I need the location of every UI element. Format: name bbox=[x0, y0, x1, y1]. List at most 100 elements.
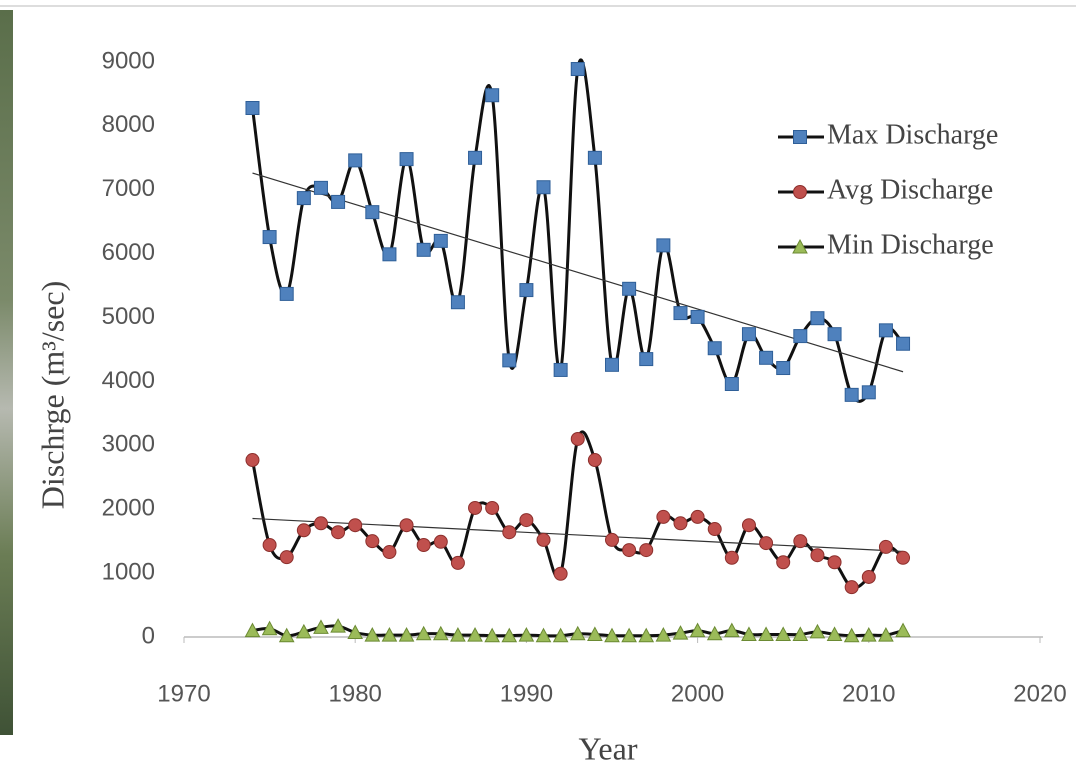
marker bbox=[519, 283, 534, 298]
marker bbox=[331, 194, 346, 209]
x-tick-label: 2010 bbox=[842, 680, 895, 707]
marker bbox=[433, 534, 448, 549]
marker bbox=[313, 516, 328, 531]
marker bbox=[673, 306, 688, 321]
y-axis-label: Dischrge (m³/sec) bbox=[34, 281, 70, 509]
marker bbox=[261, 620, 278, 636]
legend-label: Avg Discharge bbox=[827, 174, 993, 205]
marker bbox=[587, 626, 603, 641]
marker bbox=[552, 627, 569, 643]
marker bbox=[638, 627, 655, 643]
marker bbox=[622, 543, 637, 558]
marker bbox=[313, 180, 328, 195]
marker bbox=[759, 536, 774, 551]
marker bbox=[279, 550, 294, 565]
y-tick-label: 9000 bbox=[102, 47, 155, 74]
legend-label: Min Discharge bbox=[827, 229, 994, 260]
marker bbox=[331, 525, 346, 540]
marker bbox=[741, 327, 756, 342]
marker bbox=[502, 525, 517, 540]
y-tick-label: 1000 bbox=[102, 558, 155, 585]
marker bbox=[826, 626, 843, 641]
marker bbox=[468, 150, 483, 165]
marker bbox=[553, 362, 568, 377]
y-tick-label: 5000 bbox=[102, 303, 155, 330]
marker bbox=[656, 509, 671, 524]
legend-marker bbox=[793, 185, 807, 199]
marker bbox=[878, 539, 893, 554]
marker bbox=[262, 538, 277, 552]
marker bbox=[605, 357, 619, 372]
marker bbox=[724, 377, 739, 391]
marker bbox=[450, 295, 465, 310]
background-photo bbox=[0, 10, 13, 735]
series-line bbox=[251, 430, 905, 590]
marker bbox=[861, 385, 876, 400]
marker bbox=[467, 627, 483, 642]
marker bbox=[587, 150, 602, 165]
y-tick-label: 6000 bbox=[102, 239, 155, 266]
marker bbox=[313, 619, 329, 634]
marker bbox=[501, 627, 518, 643]
marker bbox=[399, 152, 414, 167]
marker bbox=[656, 238, 671, 253]
marker bbox=[896, 336, 911, 351]
legend-marker bbox=[792, 238, 808, 254]
x-tick-label: 1980 bbox=[329, 680, 382, 707]
marker bbox=[759, 350, 774, 365]
x-axis-label: Year bbox=[579, 730, 638, 766]
legend-label: Max Discharge bbox=[827, 119, 998, 150]
marker bbox=[432, 625, 449, 641]
marker bbox=[844, 580, 859, 595]
marker bbox=[655, 627, 672, 642]
marker bbox=[536, 180, 551, 195]
y-tick-label: 2000 bbox=[102, 495, 155, 522]
marker bbox=[347, 624, 364, 640]
marker bbox=[622, 281, 637, 296]
marker bbox=[570, 431, 585, 446]
marker bbox=[381, 627, 398, 642]
marker bbox=[518, 627, 535, 642]
marker bbox=[878, 627, 894, 642]
y-tick-label: 4000 bbox=[102, 367, 155, 394]
marker bbox=[793, 329, 808, 344]
x-tick-label: 2020 bbox=[1013, 680, 1066, 707]
marker bbox=[348, 153, 363, 168]
marker bbox=[673, 516, 688, 531]
marker bbox=[382, 545, 397, 560]
y-tick-label: 8000 bbox=[102, 111, 155, 138]
marker bbox=[604, 627, 620, 643]
marker bbox=[570, 62, 585, 77]
y-tick-label: 7000 bbox=[102, 175, 155, 202]
marker bbox=[861, 569, 876, 584]
marker bbox=[278, 627, 295, 643]
marker bbox=[262, 230, 277, 245]
marker bbox=[843, 627, 860, 643]
marker bbox=[707, 341, 722, 356]
marker bbox=[450, 627, 466, 642]
marker bbox=[416, 538, 431, 552]
marker bbox=[536, 532, 551, 547]
marker bbox=[485, 88, 500, 103]
marker bbox=[639, 352, 654, 367]
marker bbox=[433, 233, 448, 248]
marker bbox=[690, 309, 705, 324]
marker bbox=[382, 247, 397, 262]
marker bbox=[365, 534, 380, 549]
y-tick-label: 3000 bbox=[102, 431, 155, 458]
marker bbox=[244, 622, 261, 638]
marker bbox=[775, 626, 792, 641]
marker bbox=[468, 500, 483, 515]
marker bbox=[296, 623, 312, 639]
marker bbox=[639, 543, 654, 558]
marker bbox=[398, 627, 415, 642]
marker bbox=[296, 191, 311, 206]
marker bbox=[844, 387, 859, 402]
marker bbox=[707, 522, 722, 537]
marker bbox=[741, 626, 757, 641]
marker bbox=[502, 353, 517, 368]
x-tick-label: 2000 bbox=[671, 680, 724, 707]
marker bbox=[399, 518, 414, 533]
marker bbox=[724, 550, 739, 565]
